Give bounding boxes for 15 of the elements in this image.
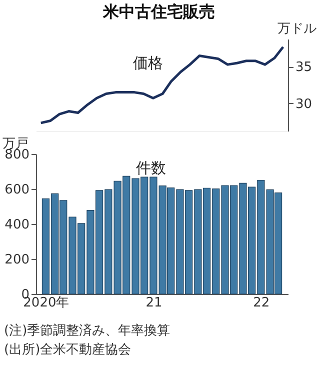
y-tick-label: 800 [4,148,30,162]
y-tick-label: 200 [4,252,30,268]
x-tick-label: 22 [253,296,270,310]
y-tick-label: 30 [296,96,312,112]
y-tick-label: 600 [4,182,30,198]
series-label: 件数 [136,159,166,177]
series-label: 価格 [133,54,163,72]
x-tick-label: 21 [146,296,162,310]
y-axis-title: 万ドル [278,22,316,36]
text: (出所)全米不動産協会 [4,342,132,358]
text: (注)季節調整済み、年率換算 [4,322,170,338]
y-tick-label: 400 [4,218,30,232]
y-tick-label: 35 [296,60,312,76]
chart-title: 米中古住宅販売 [102,2,215,21]
line-series [40,46,284,124]
